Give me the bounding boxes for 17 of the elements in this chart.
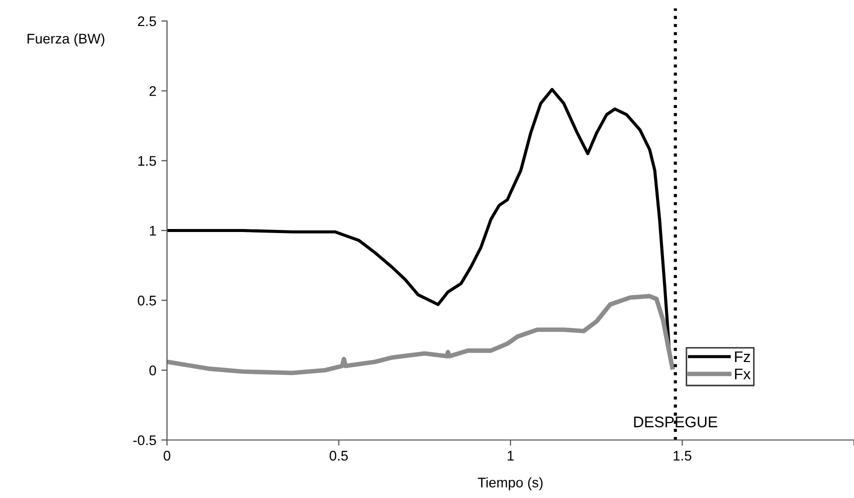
x-tick-label: 1 (508, 450, 514, 460)
x-tick-label: 0 (164, 450, 170, 461)
line-series (167, 294, 675, 376)
y-tick-label: 1 (150, 226, 156, 236)
y-tick-label: 0 (149, 366, 156, 376)
y-tick-label: 1.5 (138, 156, 156, 166)
y-axis-title: Fuerza (BW) (28, 33, 104, 46)
y-tick-label: 2.5 (138, 16, 156, 26)
legend-label: Fz (735, 351, 750, 362)
x-tick-label: 0.5 (330, 450, 348, 461)
y-tick-label: -0.5 (133, 435, 156, 446)
y-tick-label: 2 (150, 86, 156, 96)
legend-label: Fx (735, 368, 751, 380)
y-tick-label: 0.5 (138, 296, 156, 306)
ref-line-label: DESPEGUE (634, 416, 718, 428)
x-tick-label: 1.5 (674, 450, 692, 461)
x-axis-title: Tiempo (s) (478, 477, 543, 490)
